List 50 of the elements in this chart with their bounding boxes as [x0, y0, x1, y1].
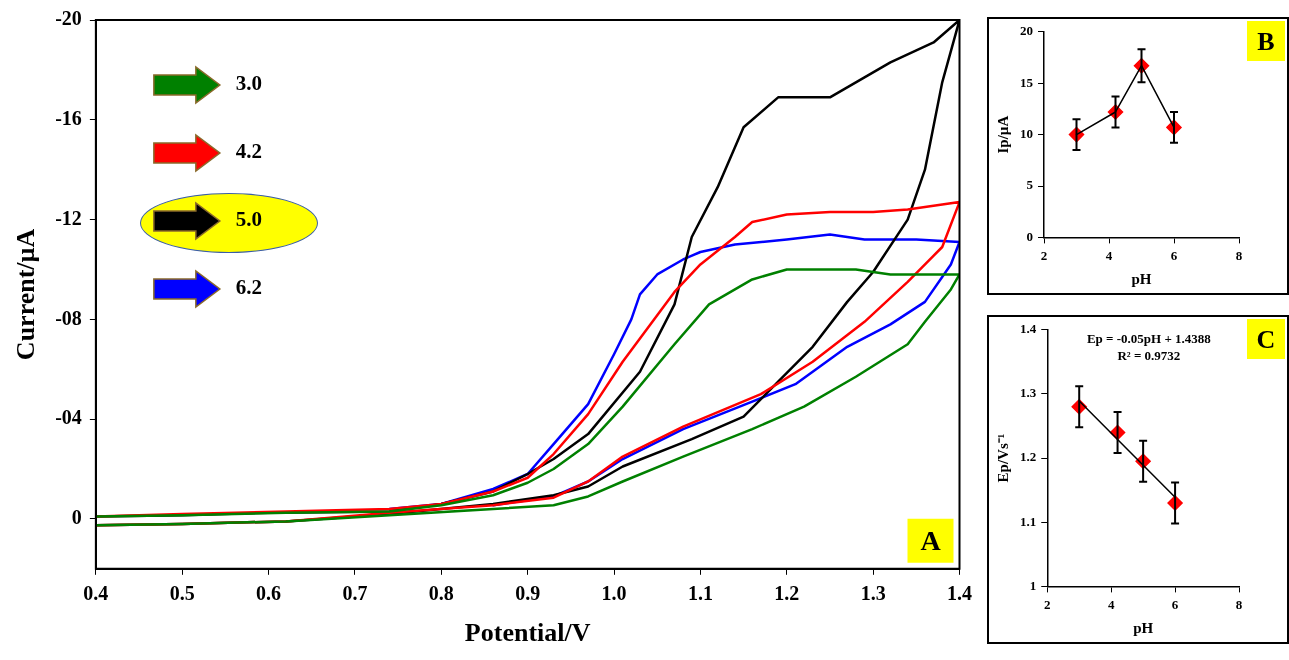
x-tick-label: 4 [1107, 596, 1115, 612]
legend-label: 4.2 [235, 139, 263, 164]
x-tick-label: 1.1 [687, 581, 713, 604]
x-tick-label: 1.4 [947, 581, 972, 604]
y-tick-label: 0 [71, 506, 82, 529]
y-tick-label: 1 [1029, 577, 1037, 593]
y-tick-label: 1.4 [1020, 321, 1037, 337]
x-axis-title: pH [1133, 619, 1154, 636]
y-tick-label: 0 [1026, 228, 1033, 244]
x-tick-label: 0.9 [515, 581, 541, 604]
text: C [1256, 324, 1276, 354]
annotation: Ep = -0.05pH + 1.4388 [1086, 331, 1212, 347]
x-tick-label: 1.3 [860, 581, 886, 604]
x-axis-title: Potential/V [464, 618, 591, 648]
x-tick-label: 6 [1171, 596, 1179, 612]
y-tick-label: -04 [55, 406, 82, 429]
x-axis-title: pH [1131, 270, 1152, 287]
y-tick-label: 15 [1020, 74, 1034, 90]
x-tick-label: 0.6 [256, 581, 282, 604]
legend-label: 5.0 [235, 207, 263, 232]
y-axis-title: Current/µA [11, 228, 41, 361]
x-tick-label: 6 [1170, 247, 1178, 263]
x-tick-label: 4 [1105, 247, 1113, 263]
x-tick-label: 1.2 [774, 581, 800, 604]
x-tick-label: 8 [1235, 596, 1243, 612]
y-tick-label: 1.1 [1020, 513, 1037, 529]
x-tick-label: 0.4 [83, 581, 109, 604]
x-tick-label: 0.5 [169, 581, 195, 604]
y-tick-label: 10 [1020, 125, 1033, 141]
x-tick-label: 0.8 [428, 581, 454, 604]
annotation: A [920, 525, 942, 557]
y-tick-label: -16 [55, 106, 82, 129]
y-tick-label: -12 [55, 206, 82, 229]
y-tick-label: -08 [55, 306, 82, 329]
x-tick-label: 2 [1044, 596, 1051, 612]
y-axis-title: Ep/Vs⁻¹ [994, 433, 1011, 483]
y-axis-title: Ip/µA [994, 115, 1011, 154]
annotation: R² = 0.9732 [1117, 348, 1181, 364]
y-tick-label: 1.3 [1020, 385, 1037, 401]
y-tick-label: -20 [55, 7, 82, 30]
y-tick-label: 20 [1020, 23, 1033, 39]
legend-label: 6.2 [235, 275, 263, 300]
text: B [1257, 26, 1275, 56]
y-tick-label: 1.2 [1020, 449, 1037, 465]
y-tick-label: 5 [1026, 177, 1034, 193]
x-tick-label: 1.0 [601, 581, 627, 604]
x-tick-label: 8 [1235, 247, 1243, 263]
x-tick-label: 0.7 [342, 581, 368, 604]
x-tick-label: 2 [1040, 247, 1048, 263]
legend-label: 3.0 [235, 71, 263, 96]
